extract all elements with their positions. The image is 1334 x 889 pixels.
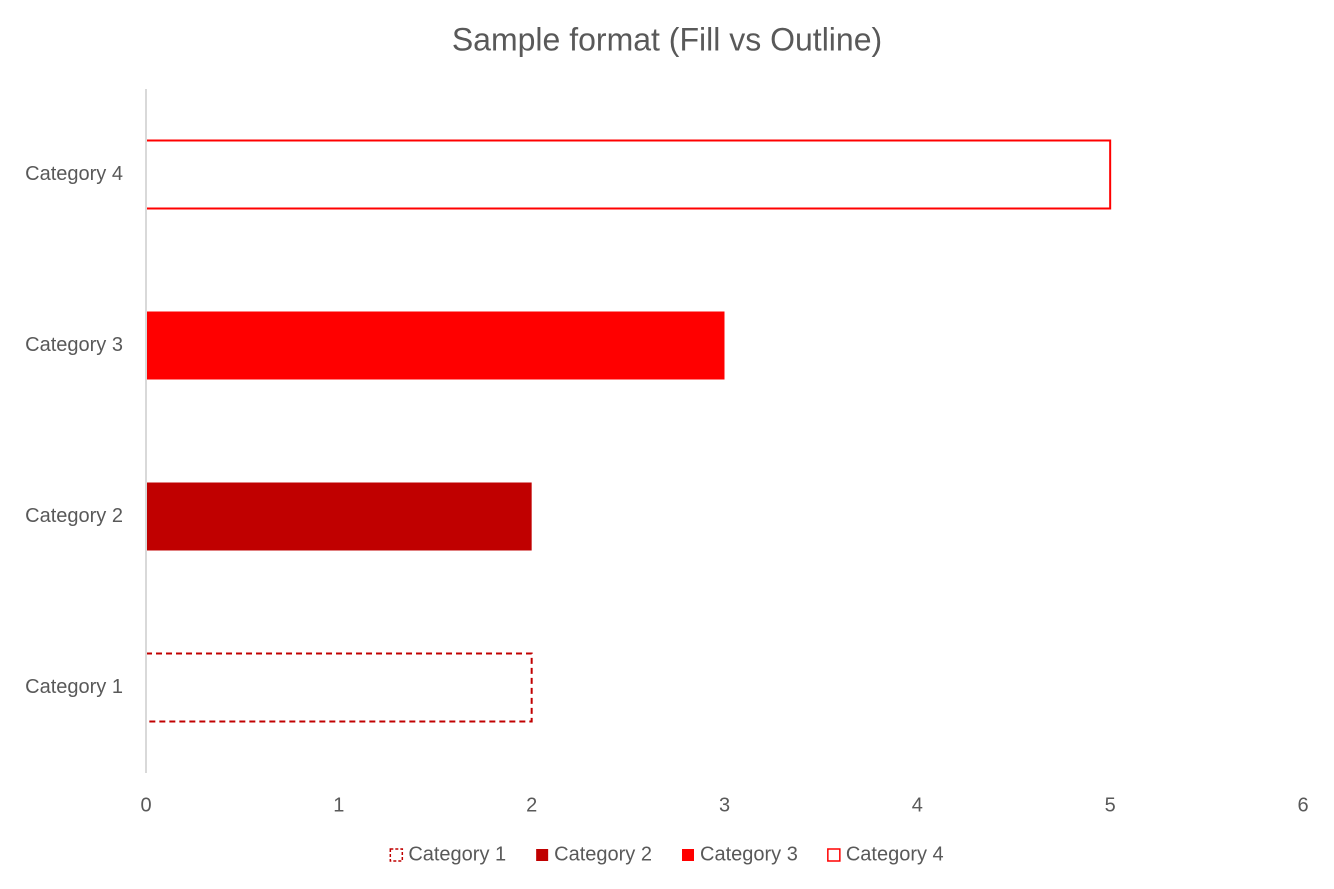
x-tick-label: 0: [140, 794, 151, 816]
x-tick-label: 3: [719, 794, 730, 816]
legend-marker: [682, 849, 694, 861]
bar: [146, 311, 725, 380]
legend-marker: [389, 848, 404, 862]
legend-marker: [536, 849, 549, 861]
bar: [145, 139, 1112, 210]
x-tick-label: 2: [526, 794, 537, 816]
legend-label: Category 2: [554, 843, 652, 865]
chart-title: Sample format (Fill vs Outline): [452, 21, 882, 57]
bar: [145, 652, 533, 723]
y-tick-label: Category 2: [25, 505, 123, 527]
y-tick-label: Category 4: [25, 163, 123, 185]
x-tick-label: 6: [1297, 794, 1308, 816]
x-tick-label: 4: [912, 794, 923, 816]
legend-label: Category 3: [700, 843, 798, 865]
y-tick-label: Category 1: [25, 676, 123, 698]
x-tick-label: 1: [333, 794, 344, 816]
y-tick-label: Category 3: [25, 334, 123, 356]
legend-marker: [827, 848, 841, 862]
bar: [146, 482, 532, 551]
legend-label: Category 1: [408, 843, 506, 865]
legend-label: Category 4: [846, 843, 944, 865]
x-tick-label: 5: [1105, 794, 1116, 816]
